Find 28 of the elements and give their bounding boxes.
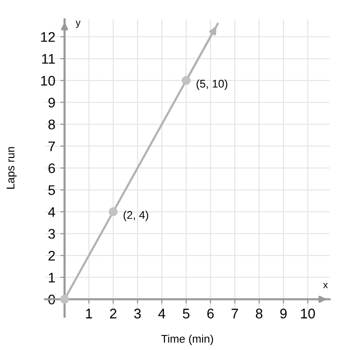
y-tick-label: 5 [48,185,55,196]
x-tick-label: 10 [301,308,315,318]
x-tick-label: 4 [158,308,166,318]
y-tick-label: 12 [41,32,55,42]
x-tick-label: 9 [280,308,287,318]
y-tick-label: 7 [48,142,55,152]
y-tick-label: 3 [48,228,55,239]
y-tick-label: 4 [48,207,56,217]
y-axis-title: Laps run [6,147,17,189]
annotation: (5, 10) [196,79,228,90]
x-tick-label: 5 [182,308,190,318]
y-tick-label: 2 [48,250,55,261]
x-tick-label: 3 [134,308,141,318]
y-tick-label: 9 [48,98,55,108]
y-tick-label: 8 [48,120,55,130]
x-tick-label: 6 [207,308,214,318]
y-tick-label: 10 [41,76,55,86]
y-tick-label: 1 [48,272,55,282]
x-tick-label: 8 [256,308,262,318]
x-tick-label: 1 [86,308,92,318]
x-tick-label: 7 [232,308,238,318]
x-axis-title: Time (min) [161,334,214,345]
x-tick-label: 2 [110,308,116,318]
annotation: (2, 4) [124,210,148,222]
annotation: x [323,283,328,288]
annotation: y [76,20,81,28]
y-tick-label: 11 [42,54,55,64]
y-tick-label: 6 [48,163,55,174]
